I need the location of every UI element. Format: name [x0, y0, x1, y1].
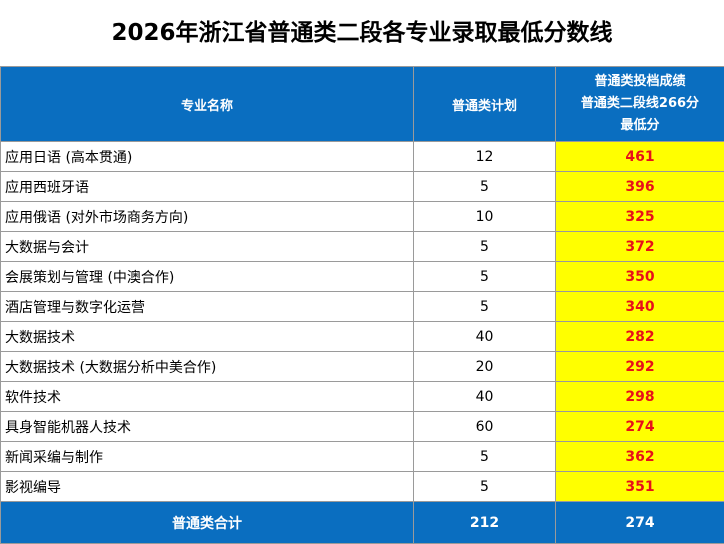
- min-score-cell: 298: [555, 381, 724, 412]
- major-name-cell: 具身智能机器人技术: [0, 411, 414, 442]
- plan-cell: 40: [413, 381, 556, 412]
- header-plan: 普通类计划: [413, 66, 556, 142]
- table-row: 大数据与会计 5 372: [0, 231, 724, 262]
- min-score-cell: 340: [555, 291, 724, 322]
- plan-cell: 5: [413, 291, 556, 322]
- major-name-cell: 应用日语 (高本贯通): [0, 141, 414, 172]
- total-row: 普通类合计 212 274: [0, 501, 724, 544]
- plan-cell: 10: [413, 201, 556, 232]
- table-row: 大数据技术 40 282: [0, 321, 724, 352]
- plan-cell: 5: [413, 231, 556, 262]
- table-row: 应用俄语 (对外市场商务方向) 10 325: [0, 201, 724, 232]
- table-row: 具身智能机器人技术 60 274: [0, 411, 724, 442]
- major-name-cell: 应用西班牙语: [0, 171, 414, 202]
- min-score-cell: 362: [555, 441, 724, 472]
- major-name-cell: 大数据技术 (大数据分析中美合作): [0, 351, 414, 382]
- plan-cell: 5: [413, 261, 556, 292]
- min-score-cell: 350: [555, 261, 724, 292]
- header-score-line3: 最低分: [620, 118, 660, 133]
- table-row: 会展策划与管理 (中澳合作) 5 350: [0, 261, 724, 292]
- min-score-cell: 372: [555, 231, 724, 262]
- plan-cell: 5: [413, 441, 556, 472]
- plan-cell: 12: [413, 141, 556, 172]
- table-row: 软件技术 40 298: [0, 381, 724, 412]
- major-name-cell: 影视编导: [0, 471, 414, 502]
- header-min-score: 普通类投档成绩 普通类二段线266分 最低分: [555, 66, 724, 142]
- plan-cell: 60: [413, 411, 556, 442]
- major-name-cell: 会展策划与管理 (中澳合作): [0, 261, 414, 292]
- min-score-cell: 274: [555, 411, 724, 442]
- table-row: 新闻采编与制作 5 362: [0, 441, 724, 472]
- total-label: 普通类合计: [0, 501, 414, 544]
- table-row: 应用日语 (高本贯通) 12 461: [0, 141, 724, 172]
- min-score-cell: 282: [555, 321, 724, 352]
- major-name-cell: 软件技术: [0, 381, 414, 412]
- header-row: 专业名称 普通类计划 普通类投档成绩 普通类二段线266分 最低分: [0, 66, 724, 142]
- min-score-cell: 396: [555, 171, 724, 202]
- min-score-cell: 351: [555, 471, 724, 502]
- plan-cell: 5: [413, 171, 556, 202]
- min-score-cell: 461: [555, 141, 724, 172]
- table-row: 应用西班牙语 5 396: [0, 171, 724, 202]
- total-min-score: 274: [555, 501, 724, 544]
- plan-cell: 20: [413, 351, 556, 382]
- score-table: 专业名称 普通类计划 普通类投档成绩 普通类二段线266分 最低分 应用日语 (…: [0, 66, 724, 544]
- major-name-cell: 酒店管理与数字化运营: [0, 291, 414, 322]
- total-plan: 212: [413, 501, 556, 544]
- table-row: 影视编导 5 351: [0, 471, 724, 502]
- min-score-cell: 292: [555, 351, 724, 382]
- table-row: 大数据技术 (大数据分析中美合作) 20 292: [0, 351, 724, 382]
- major-name-cell: 新闻采编与制作: [0, 441, 414, 472]
- major-name-cell: 应用俄语 (对外市场商务方向): [0, 201, 414, 232]
- major-name-cell: 大数据技术: [0, 321, 414, 352]
- header-score-line1: 普通类投档成绩: [594, 74, 686, 89]
- header-score-line2: 普通类二段线266分: [580, 96, 700, 111]
- table-row: 酒店管理与数字化运营 5 340: [0, 291, 724, 322]
- major-name-cell: 大数据与会计: [0, 231, 414, 262]
- page-title: 2026年浙江省普通类二段各专业录取最低分数线: [111, 20, 613, 46]
- plan-cell: 5: [413, 471, 556, 502]
- min-score-cell: 325: [555, 201, 724, 232]
- plan-cell: 40: [413, 321, 556, 352]
- header-major-name: 专业名称: [0, 66, 414, 142]
